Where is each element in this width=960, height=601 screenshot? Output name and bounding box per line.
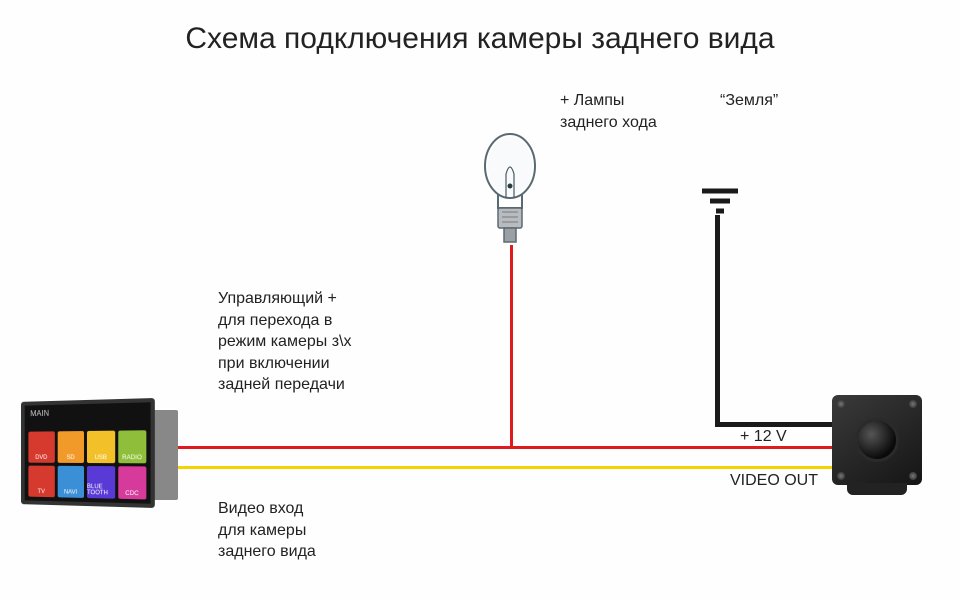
head-unit-menu-button: BLUE TOOTH: [87, 466, 115, 499]
ground-symbol-icon: [700, 185, 740, 230]
label-lamp: + Лампы заднего хода: [560, 90, 657, 133]
head-unit-top-label: MAIN: [28, 407, 146, 429]
wire-black-vertical: [715, 215, 720, 427]
head-unit-menu-button: USB: [87, 431, 115, 464]
head-unit-menu-button: CDC: [118, 466, 147, 499]
head-unit-menu-button: RADIO: [118, 430, 147, 463]
head-unit-menu-button: DVD: [28, 431, 54, 462]
head-unit-menu-button: TV: [28, 466, 54, 498]
label-control: Управляющий + для перехода в режим камер…: [218, 288, 351, 396]
head-unit-menu-button: NAVI: [57, 466, 84, 498]
diagram-title: Схема подключения камеры заднего вида: [0, 22, 960, 56]
wire-black-horizontal: [715, 422, 832, 427]
wire-red-main: [178, 446, 832, 449]
head-unit-menu-button: SD: [57, 431, 84, 463]
label-video-in: Видео вход для камеры заднего вида: [218, 498, 316, 563]
label-12v: + 12 V: [740, 426, 787, 448]
label-ground: “Земля”: [720, 90, 778, 112]
wire-red-vertical: [510, 245, 513, 446]
wire-yellow-video: [178, 466, 832, 469]
head-unit-icon: MAIN DVDSDUSBRADIO TVNAVIBLUE TOOTHCDC: [18, 400, 178, 510]
label-video-out: VIDEO OUT: [730, 470, 818, 492]
reverse-lamp-icon: [480, 130, 540, 250]
camera-icon: [832, 395, 922, 485]
